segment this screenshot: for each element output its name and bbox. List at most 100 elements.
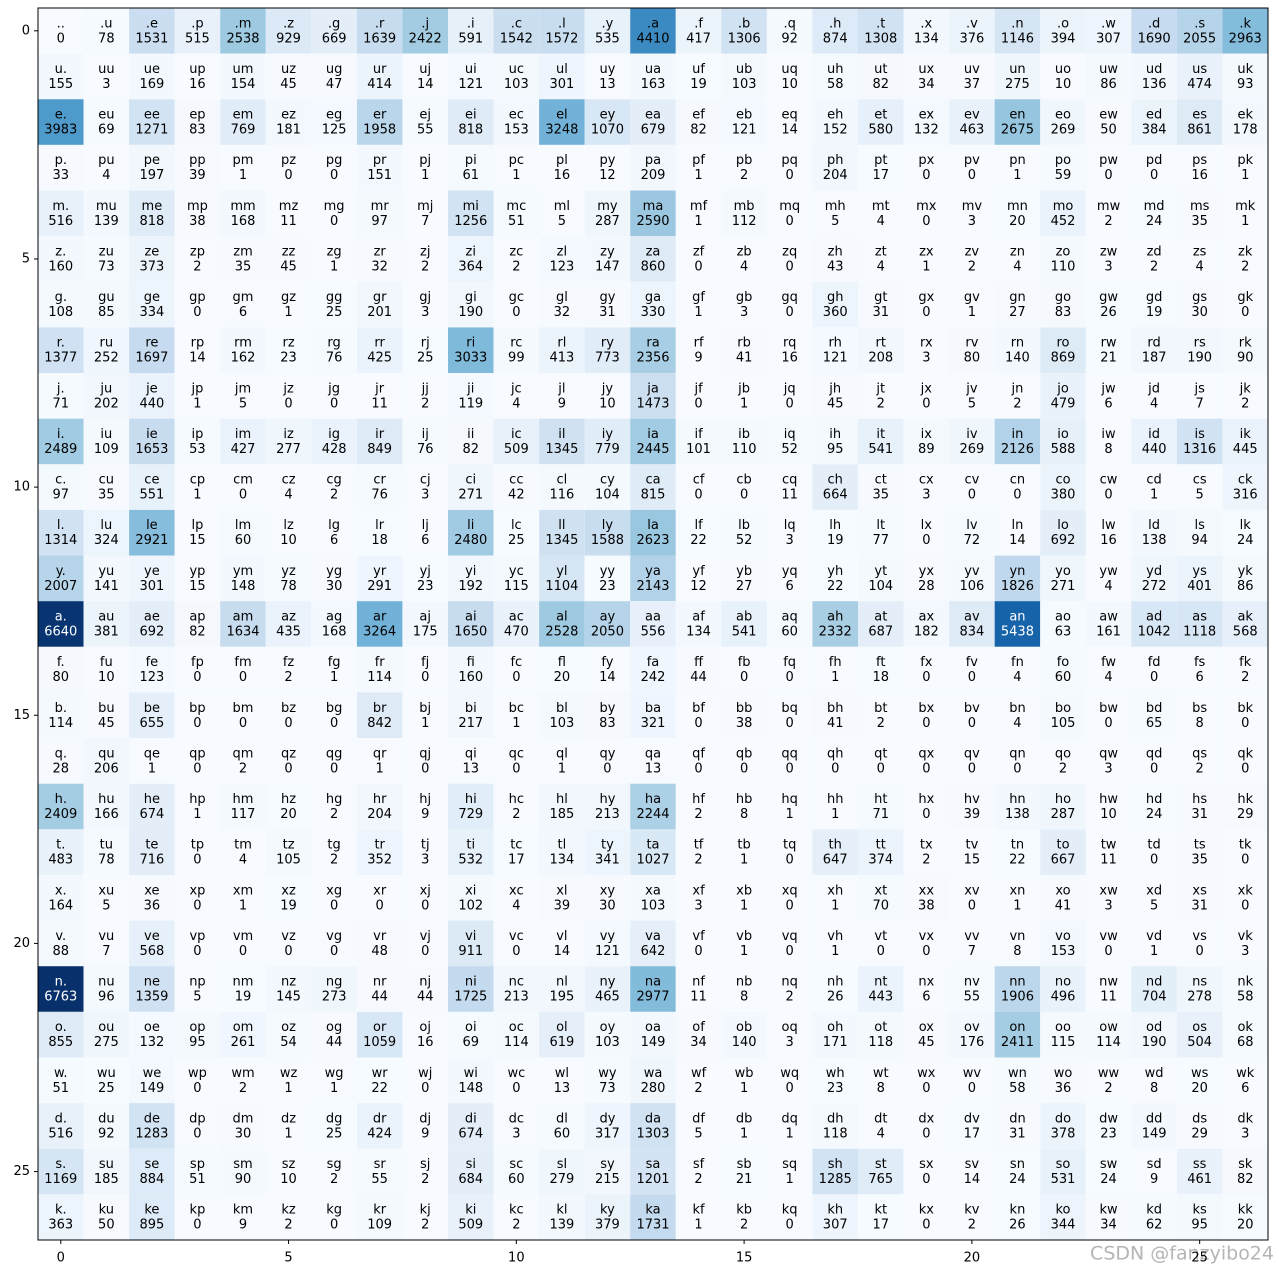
heatmap-cell [1085, 99, 1132, 145]
cell-value: 19 [235, 990, 252, 1005]
cell-value: 815 [641, 488, 666, 503]
cell-value: 6 [1241, 1081, 1249, 1096]
cell-label: ek [1237, 108, 1253, 123]
heatmap-cell [38, 53, 84, 100]
heatmap-cell [174, 327, 221, 374]
cell-value: 38 [918, 898, 935, 913]
cell-value: 2 [1104, 214, 1112, 229]
cell-label: aw [1099, 610, 1118, 625]
cell-value: 82 [1237, 1172, 1254, 1187]
cell-value: 3 [786, 1035, 794, 1050]
cell-value: 2 [421, 259, 429, 274]
cell-value: 1 [512, 716, 520, 731]
cell-label: ud [1146, 62, 1163, 77]
cell-label: ia [647, 427, 659, 442]
cell-value: 16 [417, 1035, 434, 1050]
cell-value: 275 [94, 1035, 119, 1050]
cell-value: 42 [508, 488, 525, 503]
cell-label: mc [506, 199, 526, 214]
cell-label: nt [874, 975, 887, 990]
cell-value: 202 [94, 396, 119, 411]
heatmap-cell [994, 281, 1041, 328]
cell-label: pg [326, 153, 343, 168]
cell-label: yx [919, 564, 935, 579]
heatmap-cell [766, 236, 813, 282]
cell-label: rr [374, 336, 385, 351]
cell-value: 0 [193, 944, 201, 959]
cell-value: 1283 [135, 1126, 168, 1141]
cell-label: wg [325, 1066, 344, 1081]
cell-label: mm [230, 199, 255, 214]
cell-label: mx [916, 199, 937, 214]
cell-value: 48 [371, 944, 388, 959]
cell-value: 277 [276, 442, 301, 457]
cell-label: mw [1097, 199, 1121, 214]
cell-value: 8 [1150, 1081, 1158, 1096]
cell-value: 0 [1241, 853, 1249, 868]
cell-label: ho [1055, 792, 1071, 807]
cell-label: wx [917, 1066, 936, 1081]
cell-label: z. [55, 244, 66, 259]
heatmap-cell [949, 190, 995, 237]
cell-value: 474 [1187, 77, 1212, 92]
cell-label: dc [509, 1111, 524, 1126]
heatmap-cell [129, 236, 175, 282]
cell-value: 12 [690, 579, 707, 594]
cell-value: 0 [284, 396, 292, 411]
cell-value: 0 [330, 898, 338, 913]
cell-value: 27 [736, 579, 753, 594]
cell-label: qq [781, 746, 798, 761]
cell-label: am [233, 610, 254, 625]
cell-label: sk [1238, 1157, 1253, 1172]
cell-label: gr [373, 290, 387, 305]
cell-label: bj [419, 701, 431, 716]
cell-label: nu [98, 975, 114, 990]
heatmap-cell [356, 509, 403, 556]
cell-label: jo [1056, 381, 1069, 396]
cell-label: to [1056, 838, 1069, 853]
heatmap-cell [1131, 327, 1177, 374]
cell-label: vc [509, 929, 524, 944]
cell-value: 201 [367, 305, 392, 320]
cell-value: 90 [1237, 351, 1254, 366]
cell-label: aa [645, 610, 661, 625]
cell-label: dn [1009, 1111, 1026, 1126]
cell-label: my [597, 199, 618, 214]
cell-value: 138 [1005, 807, 1030, 822]
cell-value: 92 [98, 1126, 115, 1141]
cell-label: xj [420, 883, 431, 898]
cell-label: hc [509, 792, 524, 807]
heatmap-cell [721, 281, 767, 328]
cell-value: 496 [1051, 990, 1076, 1005]
cell-value: 121 [823, 351, 848, 366]
cell-value: 0 [330, 168, 338, 183]
cell-value: 36 [1055, 1081, 1072, 1096]
cell-value: 101 [686, 442, 711, 457]
cell-value: 1 [284, 305, 292, 320]
cell-label: ei [465, 108, 477, 123]
cell-label: pp [189, 153, 206, 168]
cell-value: 52 [736, 533, 753, 548]
heatmap-cell [994, 418, 1041, 465]
cell-value: 849 [367, 442, 392, 457]
heatmap-cell [1176, 236, 1223, 282]
cell-value: 19 [1146, 305, 1163, 320]
cell-value: 26 [1009, 1218, 1026, 1233]
cell-value: 0 [421, 1081, 429, 1096]
heatmap-cell [1085, 53, 1132, 100]
heatmap-cell [1222, 144, 1268, 191]
cell-label: ph [827, 153, 844, 168]
cell-label: yk [1238, 564, 1254, 579]
cell-value: 834 [959, 625, 984, 640]
cell-value: 0 [512, 670, 520, 685]
cell-label: hx [918, 792, 934, 807]
heatmap-cell [265, 53, 312, 100]
cell-label: rg [327, 336, 340, 351]
cell-label: nj [419, 975, 431, 990]
cell-label: pm [233, 153, 254, 168]
cell-label: tr [374, 838, 385, 853]
cell-label: qc [509, 746, 524, 761]
cell-value: 0 [968, 761, 976, 776]
cell-value: 0 [193, 305, 201, 320]
cell-label: ni [465, 975, 477, 990]
